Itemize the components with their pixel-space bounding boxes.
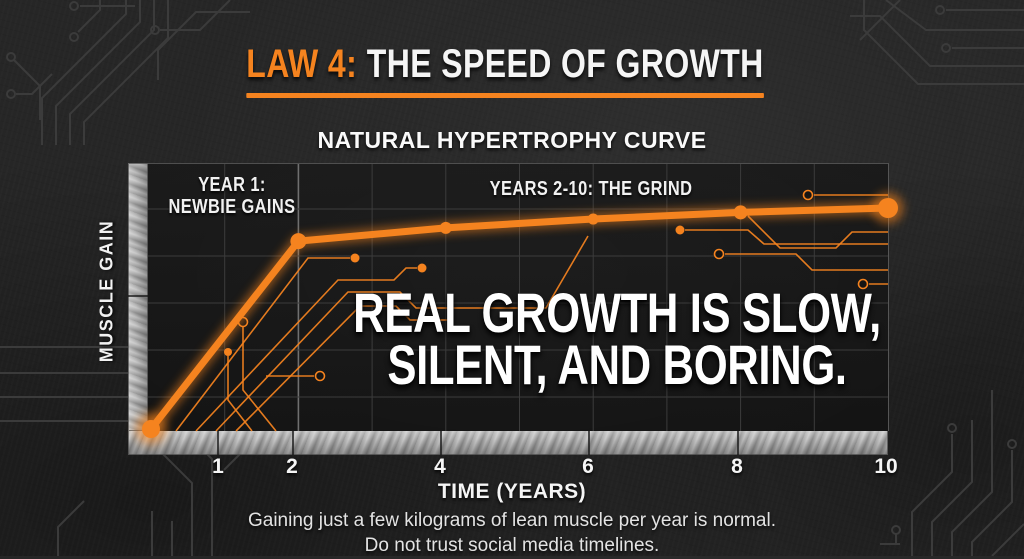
- x-axis-tick-8: [737, 430, 739, 455]
- circuit-traces-orange: [175, 189, 888, 432]
- grid-lines: [148, 164, 888, 431]
- caption-line2: Do not trust social media timelines.: [364, 535, 660, 557]
- title-underline: [246, 93, 764, 98]
- chart-title: NATURAL HYPERTROPHY CURVE: [317, 127, 707, 153]
- title-accent-text: LAW 4:: [246, 42, 358, 86]
- statement-line1: REAL GROWTH IS SLOW,: [353, 281, 881, 344]
- x-axis-tick-labels: 1 2 4 6 8 10: [128, 455, 898, 481]
- annotation-year1: YEAR 1: NEWBIE GAINS: [168, 174, 295, 219]
- x-axis-tick-2: [292, 430, 294, 455]
- y-axis-tick: [128, 295, 148, 297]
- x-axis-bar: [128, 430, 888, 455]
- plot-area: [135, 163, 904, 445]
- caption-line1: Gaining just a few kilograms of lean mus…: [247, 510, 777, 531]
- annotation-grind: YEARS 2-10: THE GRIND: [489, 178, 693, 200]
- circuit-pattern-top-right-icon: [850, 0, 1024, 85]
- tick-label-1: 1: [212, 455, 224, 478]
- y-axis-label: MUSCLE GAIN: [96, 219, 117, 363]
- footer-caption: Gaining just a few kilograms of lean mus…: [248, 508, 776, 559]
- tick-label-2: 2: [286, 455, 298, 478]
- tick-label-6: 6: [582, 455, 594, 478]
- y-axis-bar: [128, 163, 148, 455]
- title-main-text: THE SPEED OF GROWTH: [366, 42, 764, 86]
- plot-svg: [135, 164, 904, 445]
- statement-line2: SILENT, AND BORING.: [387, 333, 847, 397]
- x-axis-tick-4: [440, 430, 442, 455]
- tick-label-8: 8: [731, 455, 743, 478]
- growth-curve: [135, 192, 904, 445]
- annotation-year1-line1: YEAR 1:: [198, 174, 266, 196]
- page-title: LAW 4: THE SPEED OF GROWTH: [182, 42, 829, 98]
- annotation-year1-line2: NEWBIE GAINS: [168, 196, 296, 219]
- x-axis-tick-6: [588, 430, 590, 455]
- tick-label-4: 4: [434, 455, 446, 478]
- x-axis-tick-1: [217, 430, 219, 455]
- hypertrophy-chart: YEAR 1: NEWBIE GAINS YEARS 2-10: THE GRI…: [128, 163, 904, 455]
- tick-label-10: 10: [874, 455, 898, 478]
- statement-text: REAL GROWTH IS SLOW, SILENT, AND BORING.: [353, 281, 881, 397]
- x-axis-label: TIME (YEARS): [437, 480, 587, 503]
